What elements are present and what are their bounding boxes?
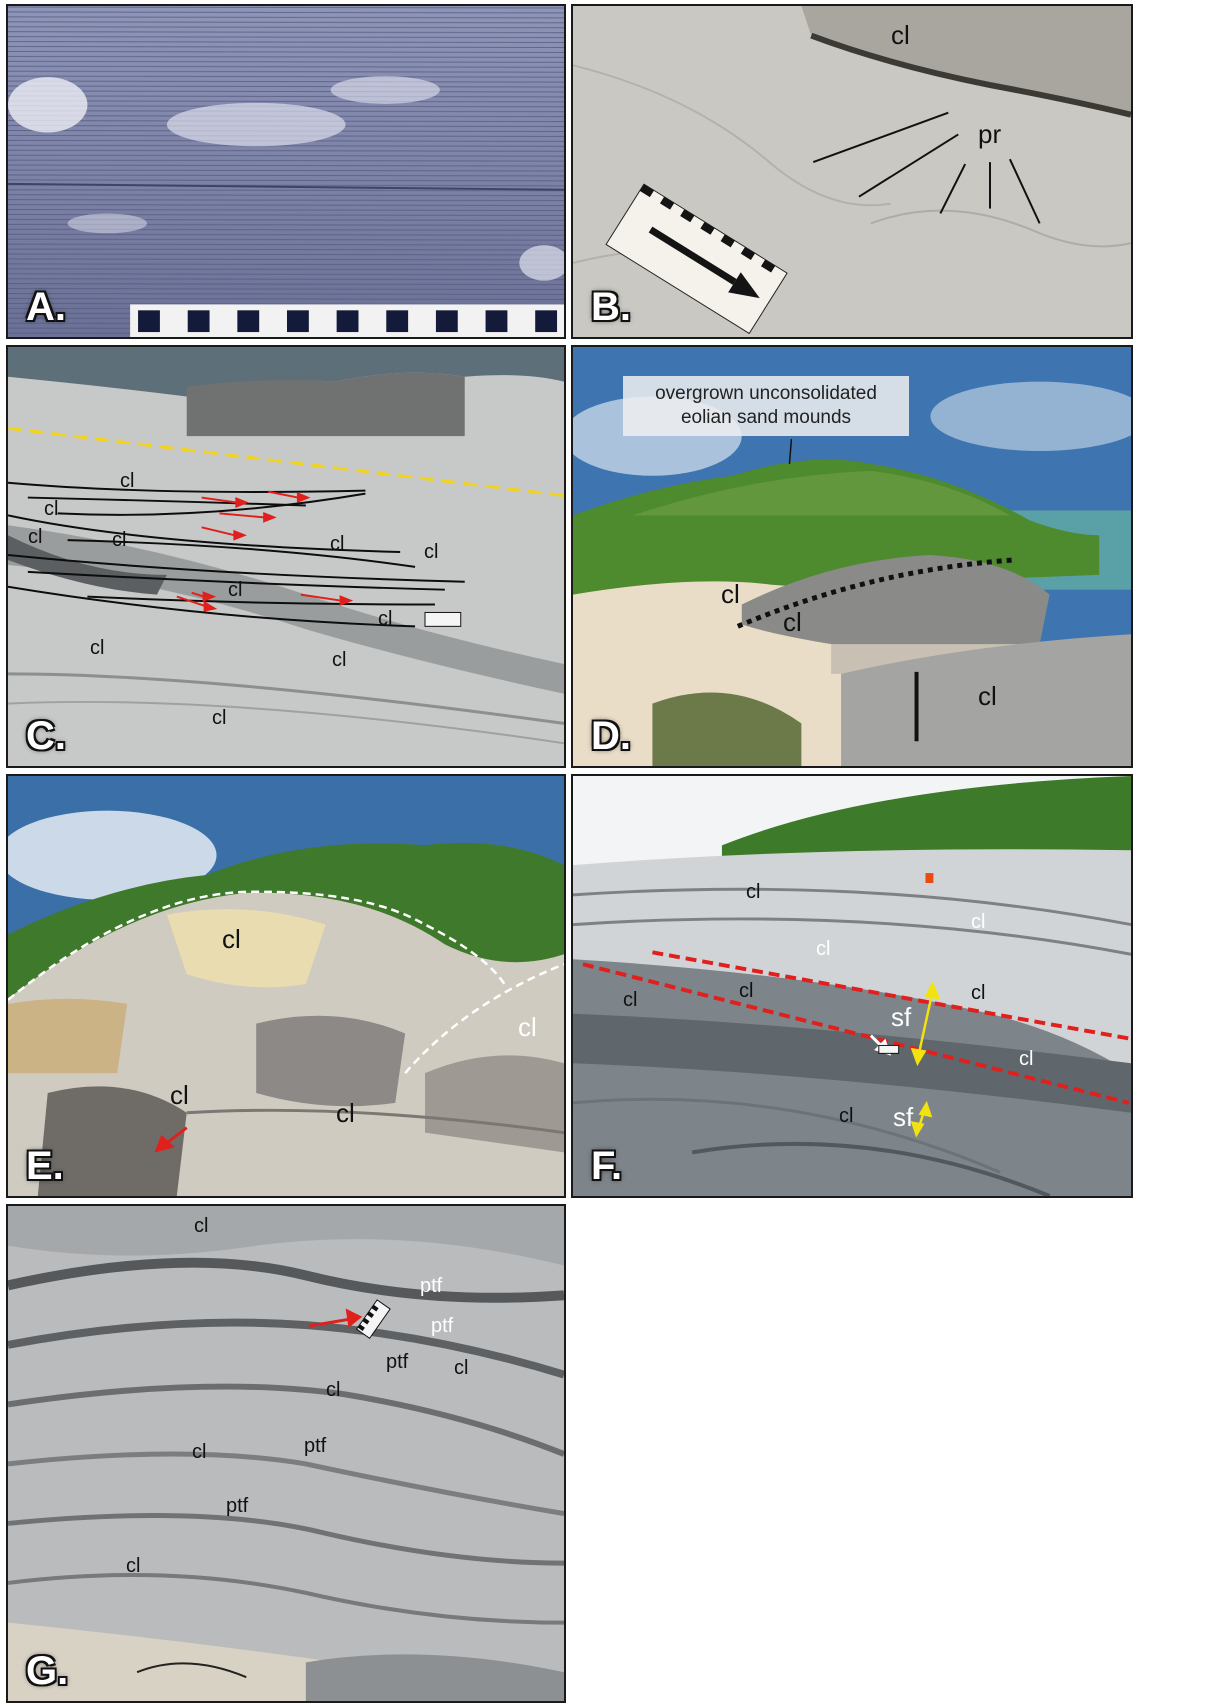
annotation-cl: cl: [120, 470, 135, 492]
annotation-cl: cl: [746, 881, 761, 903]
annotation-cl: cl: [971, 982, 986, 1004]
panel-e: cl cl cl cl E.: [6, 774, 566, 1198]
annotation-sf: sf: [893, 1102, 914, 1132]
panel-label: E.: [26, 1144, 64, 1188]
panel-g: cl ptf ptf ptf cl cl cl ptf ptf cl G.: [6, 1204, 566, 1703]
callout-box: overgrown unconsolidated eolian sand mou…: [623, 376, 909, 436]
annotation-cl: cl: [194, 1215, 209, 1237]
annotation-cl: cl: [1019, 1048, 1034, 1070]
annotation-cl: cl: [518, 1012, 537, 1042]
annotation-ptf: ptf: [431, 1315, 454, 1337]
annotation-cl: cl: [378, 608, 393, 630]
annotation-sf: sf: [891, 1002, 912, 1032]
annotation-cl: cl: [978, 681, 997, 711]
pinstripe-outcrop-photo: [8, 1206, 564, 1701]
annotation-cl: cl: [454, 1357, 469, 1379]
annotation-cl: cl: [739, 980, 754, 1002]
annotation-cl: cl: [90, 637, 105, 659]
annotation-ptf: ptf: [386, 1351, 409, 1373]
annotation-ptf: ptf: [304, 1435, 327, 1457]
annotation-cl: cl: [891, 20, 910, 50]
annotation-cl: cl: [112, 529, 127, 551]
panel-label: G.: [26, 1649, 69, 1693]
laminated-core-photo: [8, 6, 564, 337]
annotation-cl: cl: [839, 1105, 854, 1127]
annotation-cl: cl: [192, 1441, 207, 1463]
annotation-cl: cl: [424, 541, 439, 563]
outcrop-photo: [8, 347, 564, 766]
cross-bedded-outcrop-photo: [573, 776, 1131, 1196]
cliff-photo: [8, 776, 564, 1196]
panel-label: B.: [591, 285, 631, 329]
annotation-ptf: ptf: [420, 1275, 443, 1297]
panel-f: cl cl cl cl cl cl cl cl sf sf F.: [571, 774, 1133, 1198]
annotation-cl: cl: [623, 989, 638, 1011]
annotation-cl: cl: [816, 938, 831, 960]
annotation-cl: cl: [44, 498, 59, 520]
panel-d: overgrown unconsolidated eolian sand mou…: [571, 345, 1133, 768]
callout-line: overgrown unconsolidated: [655, 383, 877, 404]
annotation-cl: cl: [228, 579, 243, 601]
annotation-cl: cl: [721, 579, 740, 609]
callout-line: eolian sand mounds: [680, 406, 852, 428]
annotation-cl: cl: [326, 1379, 341, 1401]
panel-label: F.: [591, 1144, 623, 1188]
annotation-cl: cl: [336, 1098, 355, 1128]
rock-surface-photo: [573, 6, 1131, 337]
panel-label: A.: [26, 285, 66, 329]
annotation-cl: cl: [126, 1555, 141, 1577]
panel-c: cl cl cl cl cl cl cl cl cl cl cl C.: [6, 345, 566, 768]
panel-a: A.: [6, 4, 566, 339]
annotation-cl: cl: [971, 911, 986, 933]
annotation-cl: cl: [28, 526, 43, 548]
annotation-cl: cl: [222, 924, 241, 954]
annotation-cl: cl: [170, 1080, 189, 1110]
annotation-ptf: ptf: [226, 1495, 249, 1517]
annotation-pr: pr: [978, 119, 1002, 149]
panel-label: C.: [26, 714, 66, 758]
annotation-cl: cl: [332, 649, 347, 671]
annotation-cl: cl: [783, 607, 802, 637]
annotation-cl: cl: [330, 533, 345, 555]
panel-b: cl pr B.: [571, 4, 1133, 339]
panel-label: D.: [591, 714, 631, 758]
annotation-cl: cl: [212, 707, 227, 729]
